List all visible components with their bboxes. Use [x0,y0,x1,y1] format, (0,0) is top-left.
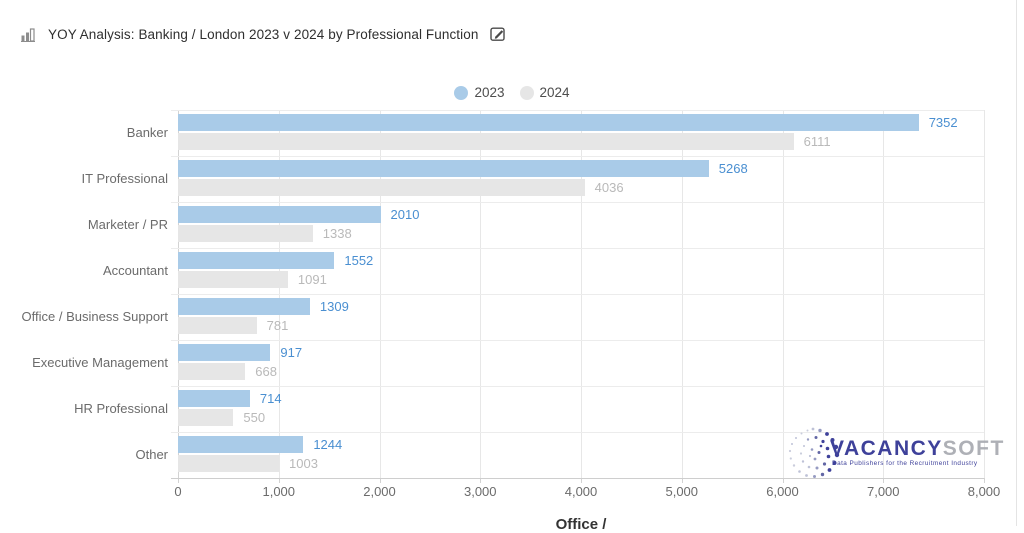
category-label: Office / Business Support [21,309,168,324]
bar-2024 [178,271,288,288]
bar-2023 [178,160,709,177]
value-label-2024: 1003 [289,456,318,471]
gridline-horizontal [171,156,984,157]
gridline-horizontal [171,248,984,249]
axis-tick [480,478,482,483]
gridline-horizontal [171,110,984,111]
category-label: Executive Management [32,355,168,370]
axis-tick [278,478,280,483]
bar-2024 [178,133,794,150]
value-label-2023: 714 [259,391,282,406]
axis-tick [379,478,381,483]
x-tick-label: 6,000 [766,484,799,499]
value-label-2023: 1309 [319,299,349,314]
bar-2023 [178,114,919,131]
category-label: Banker [126,125,168,140]
brand-tagline: Data Publishers for the Recruitment Indu… [832,460,978,468]
axis-tick [883,478,885,483]
legend-label: 2024 [539,85,570,100]
x-axis-title: Office / [555,516,607,533]
value-label-2023: 7352 [928,115,958,130]
value-label-2023: 917 [280,345,303,360]
bar-2024 [178,225,313,242]
value-label-2024: 668 [255,364,277,379]
legend: 2023 2024 [0,85,1024,100]
axis-tick [782,478,784,483]
bar-2023 [178,436,304,453]
vacancysoft-logo: VACANCYSOFT Data Publishers for the Recr… [786,426,1005,480]
logo-sphere-icon [788,427,840,478]
axis-tick [581,478,582,483]
category-label: Marketer / PR [87,217,168,232]
x-axis: 0 1,000 2,000 3,000 4,000 5,000 6,000 7,000 8,00… [0,484,1024,502]
value-label-2023: 2010 [390,207,420,222]
plot-area: 7352 6111 5268 4036 2010 1338 1552 1091 1309 781 9… [171,110,985,483]
legend-label: 2023 [474,85,505,100]
x-tick-label: 3,000 [463,484,497,499]
x-tick-label: 8,000 [967,484,1001,499]
bar-2023 [178,390,250,407]
bar-2023 [178,298,310,315]
x-tick-label: 5,000 [665,484,699,499]
bar-2024 [178,455,280,472]
value-label-2023: 1552 [344,253,374,268]
gridline-vertical [984,110,985,478]
axis-tick [984,478,985,483]
gridline-horizontal [171,202,984,203]
value-label-2024: 1091 [297,272,327,287]
value-label-2024: 6111 [803,134,831,149]
value-label-2024: 1338 [322,226,352,241]
brand-secondary: SOFT [942,437,1005,461]
axis-tick [178,478,179,483]
legend-dot [519,85,534,100]
brand-text: VACANCYSOFT Data Publishers for the Recr… [830,438,1005,467]
value-label-2023: 5268 [718,161,748,176]
axis-tick [681,478,683,483]
value-label-2024: 4036 [594,180,624,195]
x-tick-label: 1,000 [262,484,296,499]
gridline-horizontal [171,432,984,433]
gridline-horizontal [171,294,984,295]
bar-2024 [178,317,257,334]
card-border [1016,0,1017,526]
bar-2023 [178,252,335,269]
value-label-2023: 1244 [313,437,343,452]
gridline-horizontal [171,340,984,341]
gridline-horizontal [171,386,984,387]
value-label-2024: 781 [266,318,289,333]
x-tick-label: 4,000 [564,484,598,499]
bar-2023 [178,206,381,223]
category-label: HR Professional [74,401,168,416]
category-label: Other [135,447,168,462]
legend-dot [454,85,469,100]
legend-item-2024[interactable]: 2024 [519,85,570,100]
category-axis: Banker IT Professional Marketer / PR Accoun… [0,110,168,478]
bar-chart-icon [20,26,37,43]
brand-primary: VACANCY [830,437,943,461]
bar-2024 [178,409,234,426]
x-tick-label: 2,000 [363,484,396,499]
chart-title: YOY Analysis: Banking / London 2023 v 20… [48,26,479,42]
bar-2023 [178,344,271,361]
category-label: Accountant [102,263,168,278]
bar-2024 [178,179,585,196]
x-tick-label: 0 [174,484,182,499]
category-label: IT Professional [81,171,168,186]
edit-icon[interactable] [489,25,507,43]
x-tick-label: 7,000 [866,484,900,499]
chart-header: YOY Analysis: Banking / London 2023 v 20… [20,25,507,43]
x-axis-line [171,478,984,479]
bar-2024 [178,363,246,380]
legend-item-2023[interactable]: 2023 [454,85,505,100]
value-label-2024: 550 [243,410,266,425]
